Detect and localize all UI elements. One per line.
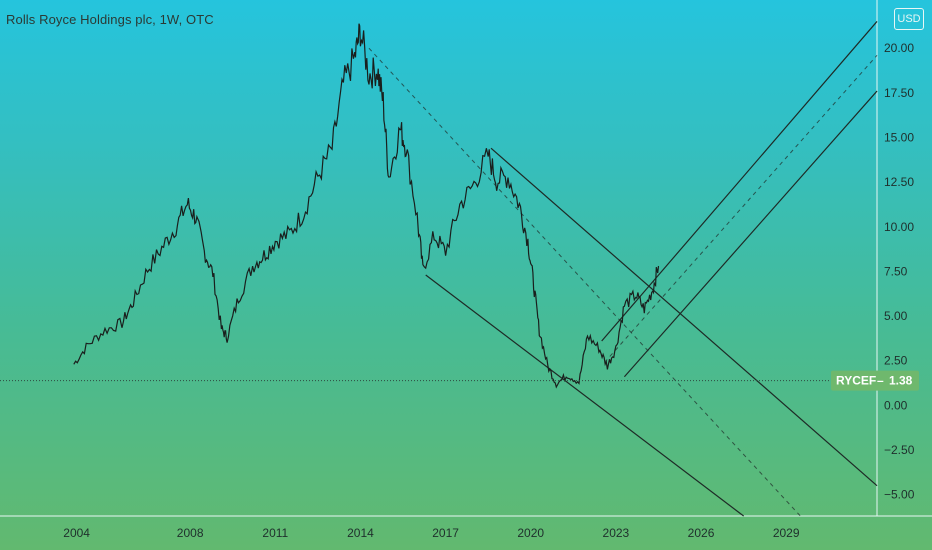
channel-upper-line	[601, 21, 878, 342]
badge-separator: –	[877, 374, 884, 388]
badge-symbol: RYCEF	[836, 374, 876, 388]
price-axis: 20.00 17.50 15.00 12.50 10.00 7.50 5.00 2.50 0.0…	[884, 41, 915, 501]
y-tick-label: 12.50	[884, 175, 914, 189]
x-tick-label: 2008	[177, 526, 204, 540]
badge-background	[831, 370, 919, 391]
x-tick-label: 2004	[63, 526, 90, 540]
badge-value: 1.38	[889, 374, 913, 388]
x-tick-label: 2017	[432, 526, 459, 540]
channel-lower-line	[623, 90, 878, 378]
x-tick-label: 2011	[262, 526, 288, 540]
y-tick-label: 5.00	[884, 309, 908, 323]
last-price-badge[interactable]: RYCEF – 1.38	[831, 370, 919, 391]
y-tick-label: 17.50	[884, 86, 914, 100]
currency-button[interactable]: USD	[894, 8, 924, 30]
y-tick-label: 0.00	[884, 398, 908, 412]
channel-median-line	[604, 55, 878, 363]
y-tick-label: −2.50	[884, 443, 915, 457]
y-tick-label: 10.00	[884, 220, 914, 234]
y-tick-label: 2.50	[884, 354, 908, 368]
drawing-tools	[368, 21, 878, 517]
x-tick-label: 2029	[773, 526, 800, 540]
price-series	[73, 23, 660, 389]
price-line	[73, 23, 660, 389]
pitchfork-lower-line	[425, 274, 744, 517]
x-tick-label: 2026	[688, 526, 715, 540]
pitchfork-median-line	[368, 47, 801, 517]
y-tick-label: −5.00	[884, 488, 915, 502]
y-tick-label: 20.00	[884, 41, 914, 55]
x-tick-label: 2014	[347, 526, 374, 540]
y-tick-label: 7.50	[884, 264, 908, 278]
chart-title: Rolls Royce Holdings plc, 1W, OTC	[6, 12, 214, 27]
x-tick-label: 2023	[603, 526, 630, 540]
pitchfork-upper-line	[490, 147, 878, 487]
x-tick-label: 2020	[517, 526, 544, 540]
time-axis: 2004 2008 2011 2014 2017 2020 2023 2026 2029	[63, 526, 800, 540]
y-tick-label: 15.00	[884, 130, 914, 144]
